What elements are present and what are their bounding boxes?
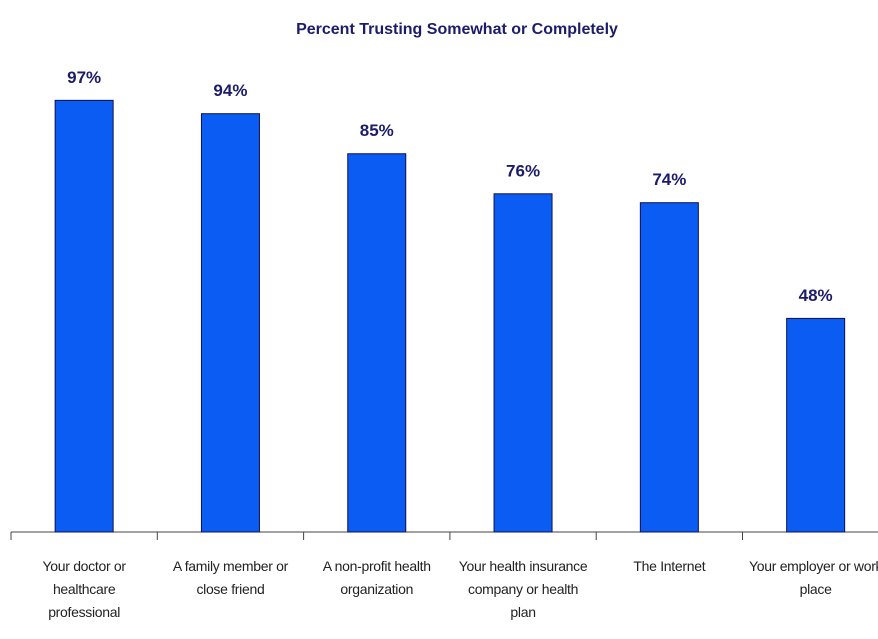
bar (786, 317, 846, 533)
x-tick-label: The Internet (633, 558, 706, 574)
x-tick-label: Your health insurance company or health … (458, 558, 588, 620)
value-label: 76% (506, 161, 540, 180)
bar (200, 113, 260, 533)
value-label: 97% (67, 68, 101, 87)
value-label: 74% (652, 170, 686, 189)
bar (493, 193, 553, 533)
bar (54, 99, 114, 533)
x-tick-label: A family member or close friend (172, 558, 289, 597)
x-tick-label: Your doctor or healthcare professional (42, 558, 127, 620)
chart-title: Percent Trusting Somewhat or Completely (296, 21, 618, 38)
x-tick-label: A non-profit health organization (322, 558, 431, 597)
bar (347, 153, 407, 533)
value-label: 94% (213, 81, 247, 100)
value-label: 85% (360, 121, 394, 140)
bar (639, 202, 699, 533)
value-label: 48% (799, 286, 833, 305)
x-tick-label: Your employer or work place (749, 558, 878, 597)
